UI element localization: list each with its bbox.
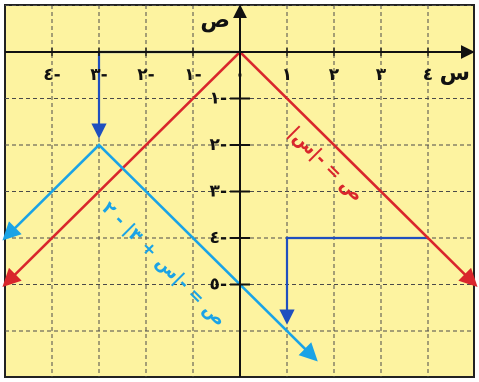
x-tick-label: ١ (282, 65, 292, 85)
x-tick-label: ٤ (423, 65, 433, 85)
x-tick-label: ٣ (376, 65, 387, 85)
x-tick-label: ٢- (137, 65, 154, 85)
x-axis-label: س (440, 61, 470, 86)
y-tick-label: ٣- (210, 182, 227, 202)
y-tick-label: ٤- (210, 228, 227, 248)
x-tick-label: ٣- (90, 65, 107, 85)
x-tick-label: ٢ (329, 65, 340, 85)
series-line-2 (2, 143, 318, 362)
y-tick-label: ١- (210, 89, 227, 109)
y-tick-label: ٥- (210, 275, 227, 295)
x-tick-label: ٤- (43, 65, 60, 85)
x-tick-label: ١- (184, 65, 201, 85)
x-tick-label: ٠ (235, 65, 245, 85)
y-tick-label: ٢- (210, 135, 227, 155)
y-axis-label: ص (200, 8, 230, 33)
